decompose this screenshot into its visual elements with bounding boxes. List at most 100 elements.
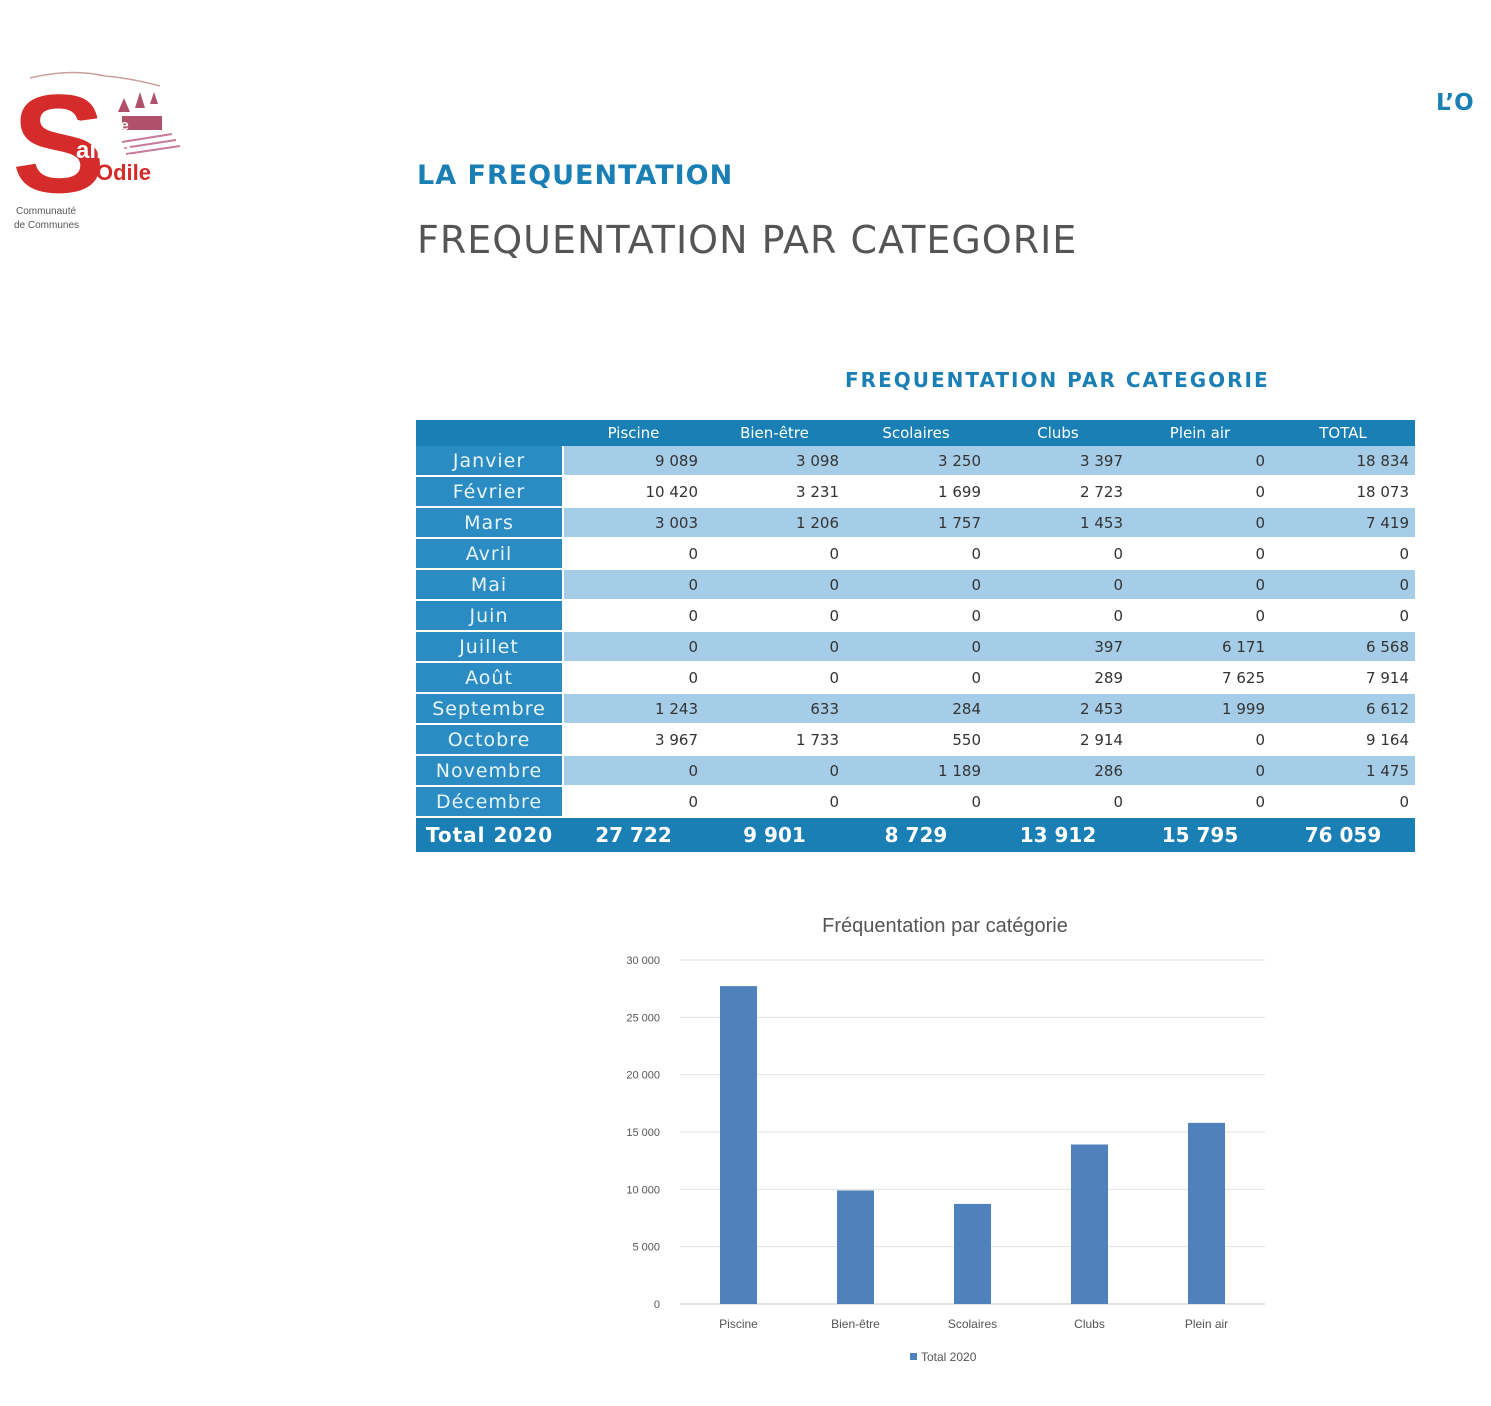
logo-line1: Pays de <box>72 117 129 134</box>
bar <box>1188 1122 1225 1304</box>
month-label: Juin <box>416 600 564 632</box>
y-tick-label: 30 000 <box>626 955 660 967</box>
x-tick-label: Scolaires <box>948 1317 997 1331</box>
table-cell: 1 999 <box>1129 693 1271 725</box>
table-cell: 0 <box>704 569 845 601</box>
table-row: Décembre 0 0 0 0 0 0 <box>416 786 1415 818</box>
total-cell: 8 729 <box>845 817 987 852</box>
total-cell: 15 795 <box>1129 817 1271 852</box>
bar <box>954 1203 991 1304</box>
table-cell: 0 <box>1129 476 1271 508</box>
table-corner-header <box>416 420 563 446</box>
month-label: Janvier <box>416 446 564 477</box>
table-cell: 0 <box>845 600 987 632</box>
table-cell: 0 <box>704 600 845 632</box>
table-cell: 0 <box>1271 786 1415 818</box>
table-cell: 0 <box>1129 786 1271 818</box>
table-cell: 1 453 <box>987 507 1129 539</box>
table-cell: 0 <box>704 631 845 663</box>
month-label: Mai <box>416 569 564 601</box>
month-label: Octobre <box>416 724 564 756</box>
y-tick-label: 0 <box>654 1299 660 1311</box>
table-cell: 3 003 <box>563 507 704 539</box>
x-tick-label: Plein air <box>1185 1317 1228 1331</box>
table-cell: 0 <box>1271 569 1415 601</box>
table-cell: 3 967 <box>563 724 704 756</box>
y-tick-label: 20 000 <box>626 1070 660 1082</box>
table-cell: 2 453 <box>987 693 1129 725</box>
table-cell: 633 <box>704 693 845 725</box>
y-tick-label: 5 000 <box>632 1242 660 1254</box>
logo-caption1: Communauté <box>16 206 76 217</box>
table-cell: 7 914 <box>1271 662 1415 694</box>
column-header: Scolaires <box>845 420 987 446</box>
table-row: Octobre 3 967 1 733 550 2 914 0 9 164 <box>416 724 1415 756</box>
column-header: Piscine <box>563 420 704 446</box>
logo-caption2: de Communes <box>14 220 79 231</box>
table-cell: 397 <box>987 631 1129 663</box>
table-cell: 0 <box>845 662 987 694</box>
column-header: Plein air <box>1129 420 1271 446</box>
table-cell: 1 243 <box>563 693 704 725</box>
table-cell: 0 <box>704 662 845 694</box>
table-cell: 0 <box>987 569 1129 601</box>
table-cell: 0 <box>845 631 987 663</box>
total-cell: 27 722 <box>563 817 704 852</box>
table-row: Avril 0 0 0 0 0 0 <box>416 538 1415 570</box>
table-cell: 1 206 <box>704 507 845 539</box>
table-cell: 0 <box>987 600 1129 632</box>
table-cell: 1 475 <box>1271 755 1415 787</box>
table-cell: 0 <box>1129 724 1271 756</box>
total-label: Total 2020 <box>416 817 563 852</box>
frequentation-table: Piscine Bien-être Scolaires Clubs Plein air T… <box>416 420 1415 852</box>
table-cell: 0 <box>1271 538 1415 570</box>
table-cell: 0 <box>704 755 845 787</box>
table-cell: 0 <box>845 538 987 570</box>
table-cell: 0 <box>1271 600 1415 632</box>
table-cell: 0 <box>987 786 1129 818</box>
month-label: Avril <box>416 538 564 570</box>
table-cell: 0 <box>845 569 987 601</box>
table-cell: 0 <box>1129 507 1271 539</box>
total-row: Total 2020 27 722 9 901 8 729 13 912 15 795 76… <box>416 817 1415 852</box>
chart-labels: 0 5 000 10 000 15 000 20 000 25 000 30 000 Pisc… <box>626 955 1228 1331</box>
legend-swatch <box>910 1353 917 1360</box>
table-cell: 0 <box>1129 755 1271 787</box>
table-cell: 289 <box>987 662 1129 694</box>
column-header: Bien-être <box>704 420 845 446</box>
logo-vineyard-icon <box>121 133 181 155</box>
table-row: Mars 3 003 1 206 1 757 1 453 0 7 419 <box>416 507 1415 539</box>
month-label: Novembre <box>416 755 564 787</box>
table-cell: 7 625 <box>1129 662 1271 694</box>
logo-mountain-line <box>29 71 161 87</box>
table-row: Juin 0 0 0 0 0 0 <box>416 600 1415 632</box>
table-cell: 0 <box>704 538 845 570</box>
chart-legend: Total 2020 <box>910 1350 977 1364</box>
table-cell: 18 073 <box>1271 476 1415 508</box>
table-row: Septembre 1 243 633 284 2 453 1 999 6 612 <box>416 693 1415 725</box>
bar-chart: Fréquentation par catégorie 0 5 000 10 000… <box>626 915 1265 1364</box>
table-cell: 3 098 <box>704 446 845 477</box>
total-cell: 13 912 <box>987 817 1129 852</box>
chart-title: Fréquentation par catégorie <box>822 915 1068 937</box>
y-tick-label: 25 000 <box>626 1012 660 1024</box>
table-cell: 1 757 <box>845 507 987 539</box>
table-cell: 286 <box>987 755 1129 787</box>
table-cell: 9 089 <box>563 446 704 477</box>
table-header-row: Piscine Bien-être Scolaires Clubs Plein air T… <box>416 420 1415 446</box>
table-cell: 0 <box>563 786 704 818</box>
table-cell: 1 189 <box>845 755 987 787</box>
table-cell: 0 <box>1129 538 1271 570</box>
pays-sainte-odile-logo: S Pays de ainte Odile Communauté de Comm… <box>12 65 181 231</box>
table-cell: 0 <box>704 786 845 818</box>
table-cell: 1 733 <box>704 724 845 756</box>
bar <box>1071 1144 1108 1304</box>
column-header: TOTAL <box>1271 420 1415 446</box>
month-label: Septembre <box>416 693 564 725</box>
logo-line3: Odile <box>96 160 151 185</box>
table-cell: 0 <box>563 662 704 694</box>
table-cell: 0 <box>1129 569 1271 601</box>
chart-bars <box>720 986 1225 1304</box>
table-cell: 3 250 <box>845 446 987 477</box>
table-cell: 0 <box>563 600 704 632</box>
